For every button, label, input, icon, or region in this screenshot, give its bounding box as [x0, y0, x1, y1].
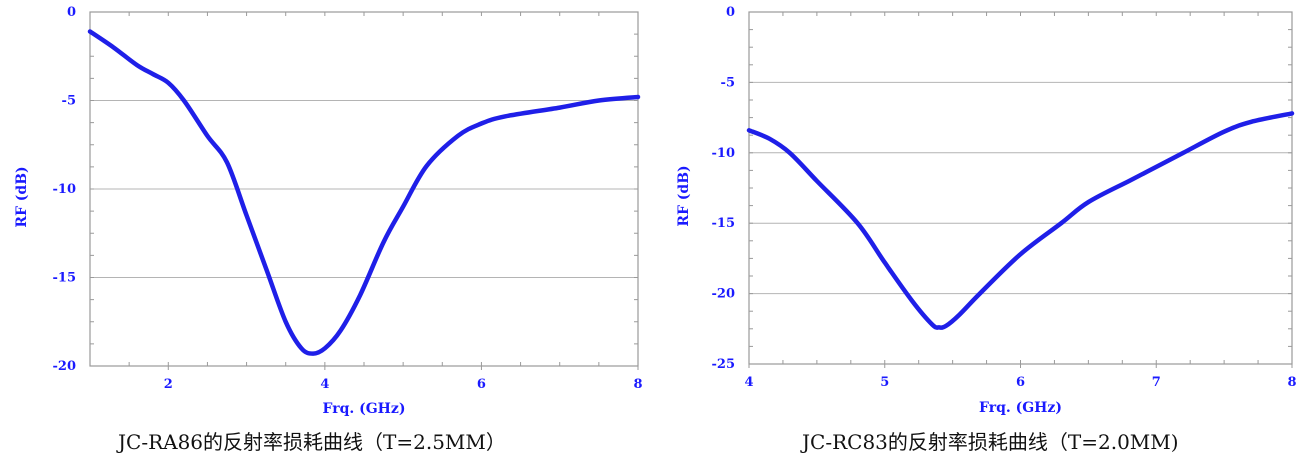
x-tick-label: 6: [477, 377, 486, 392]
x-tick-label: 5: [880, 375, 889, 390]
y-axis-label: RF (dB): [676, 165, 692, 226]
x-tick-label: 8: [1287, 375, 1296, 390]
chart-right: 0 -5 -10 -15 -20 -25 4 5 6 7 8 Frq. (GHz) RF (dB): [676, 5, 1297, 416]
x-tick-label: 6: [1016, 375, 1025, 390]
y-tick-label: -10: [712, 146, 736, 161]
x-axis-label: Frq. (GHz): [323, 401, 406, 417]
series-line: [746, 111, 1295, 330]
y-tick-label: 0: [726, 5, 735, 20]
x-tick-label: 8: [633, 377, 642, 392]
caption-right: JC-RC83的反射率损耗曲线（T=2.0MM): [802, 430, 1179, 454]
x-axis-label: Frq. (GHz): [979, 400, 1062, 416]
x-tick-label: 2: [164, 377, 173, 392]
x-tick-label: 7: [1152, 375, 1161, 390]
x-tick-label: 4: [744, 375, 753, 390]
chart-left: 0 -5 -10 -15 -20 2 4 6 8 Frq. (GHz) RF (dB): [14, 5, 643, 417]
y-tick-label: -10: [53, 182, 77, 197]
y-axis-label: RF (dB): [14, 166, 30, 227]
y-tick-label: -20: [712, 287, 736, 302]
y-tick-label: -5: [62, 94, 76, 109]
y-tick-label: 0: [67, 5, 76, 20]
y-tick-label: -20: [53, 359, 77, 374]
series-line: [87, 29, 641, 356]
x-tick-label: 4: [320, 377, 329, 392]
caption-left: JC-RA86的反射率损耗曲线（T=2.5MM）: [118, 430, 506, 454]
y-tick-label: -25: [712, 357, 736, 372]
y-tick-label: -5: [721, 75, 735, 90]
y-tick-label: -15: [712, 216, 736, 231]
plot-frame: [748, 11, 1293, 365]
y-tick-label: -15: [53, 271, 77, 286]
